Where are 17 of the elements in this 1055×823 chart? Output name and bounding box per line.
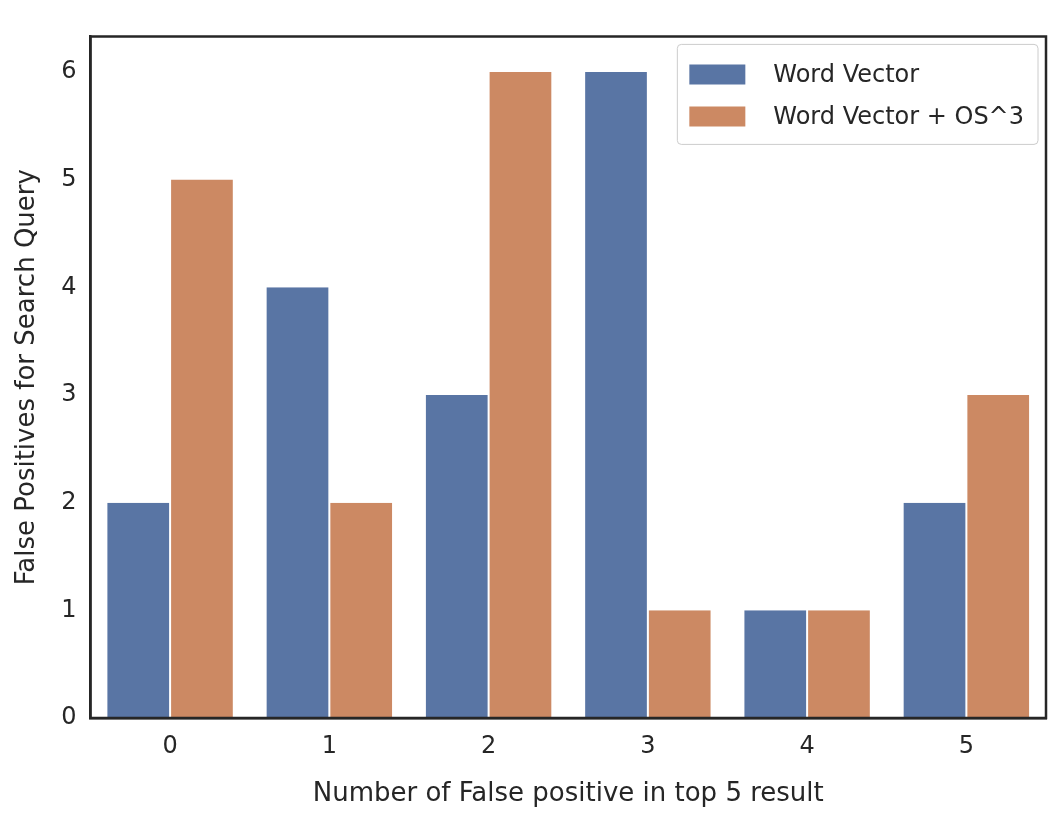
x-tick-label: 0 [162,730,178,759]
y-tick-label: 1 [61,594,77,623]
y-tick-label: 4 [61,271,77,300]
y-axis-title: False Positives for Search Query [10,169,41,586]
y-tick-label: 0 [61,702,77,731]
y-tick-label: 5 [61,163,77,192]
x-axis-title: Number of False positive in top 5 result [312,777,824,808]
x-tick-label: 5 [958,730,975,759]
x-tick-label: 4 [799,730,815,759]
x-tick-label: 3 [640,730,656,759]
x-tick-label: 1 [321,730,337,759]
legend-label: Word Vector + OS^3 [773,101,1025,130]
y-tick-label: 2 [61,486,77,515]
y-tick-label: 6 [61,56,77,85]
legend-label: Word Vector [773,59,920,88]
y-tick-label: 3 [61,379,77,408]
x-tick-label: 2 [480,730,497,759]
